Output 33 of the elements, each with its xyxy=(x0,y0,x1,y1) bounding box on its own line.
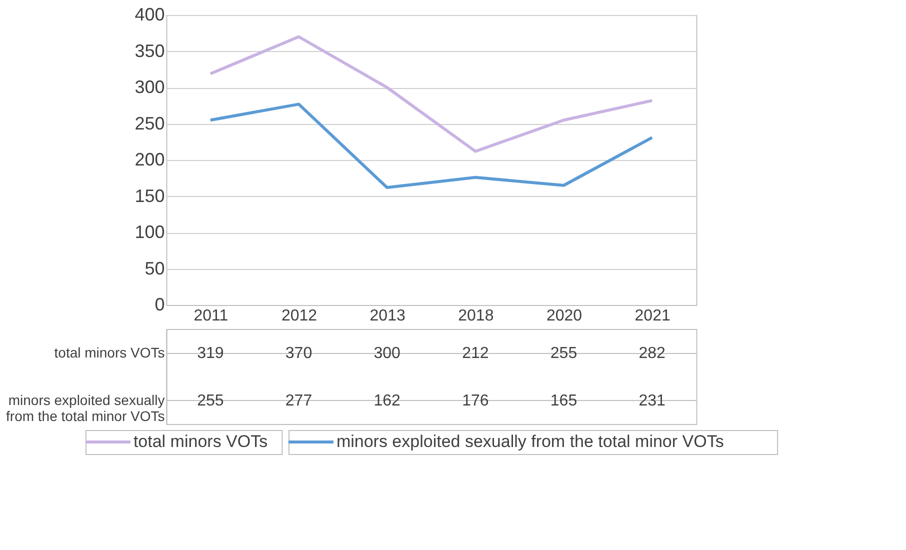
text: total minors VOTs xyxy=(54,344,165,360)
line-series xyxy=(208,35,654,153)
data-label: 370 xyxy=(285,344,312,362)
x-tick-label: 2011 xyxy=(194,308,228,324)
line-series xyxy=(208,102,654,190)
data-label: 282 xyxy=(638,344,666,362)
x-tick-label: 2018 xyxy=(458,308,494,324)
y-tick-label: 400 xyxy=(134,4,165,24)
data-label: 212 xyxy=(462,344,489,362)
data-label: 162 xyxy=(374,392,401,410)
data-label: 300 xyxy=(374,344,401,362)
text: minors exploited sexually from the total minor VOTs xyxy=(6,392,165,424)
x-tick-label: 2021 xyxy=(634,308,670,324)
data-label: 319 xyxy=(197,344,224,362)
legend-label: minors exploited sexually from the total minor VOTs xyxy=(336,432,724,451)
y-tick-label: 300 xyxy=(134,77,165,97)
y-tick-label: 0 xyxy=(154,294,165,314)
data-label: 165 xyxy=(550,392,578,410)
y-tick-label: 250 xyxy=(134,113,165,134)
data-label: 255 xyxy=(197,392,224,410)
legend-label: total minors VOTs xyxy=(133,432,268,451)
y-tick-label: 350 xyxy=(134,40,165,61)
y-tick-label: 50 xyxy=(144,258,165,278)
x-tick-label: 2012 xyxy=(281,308,318,324)
y-tick-label: 200 xyxy=(134,150,165,170)
x-tick-label: 2013 xyxy=(370,308,406,324)
x-tick-label: 2020 xyxy=(546,308,582,324)
data-label: 277 xyxy=(285,392,312,410)
data-label: 231 xyxy=(638,392,666,410)
y-tick-label: 150 xyxy=(134,186,165,206)
data-label: 255 xyxy=(550,344,578,362)
y-tick-label: 100 xyxy=(134,222,165,242)
data-label: 176 xyxy=(462,392,489,410)
